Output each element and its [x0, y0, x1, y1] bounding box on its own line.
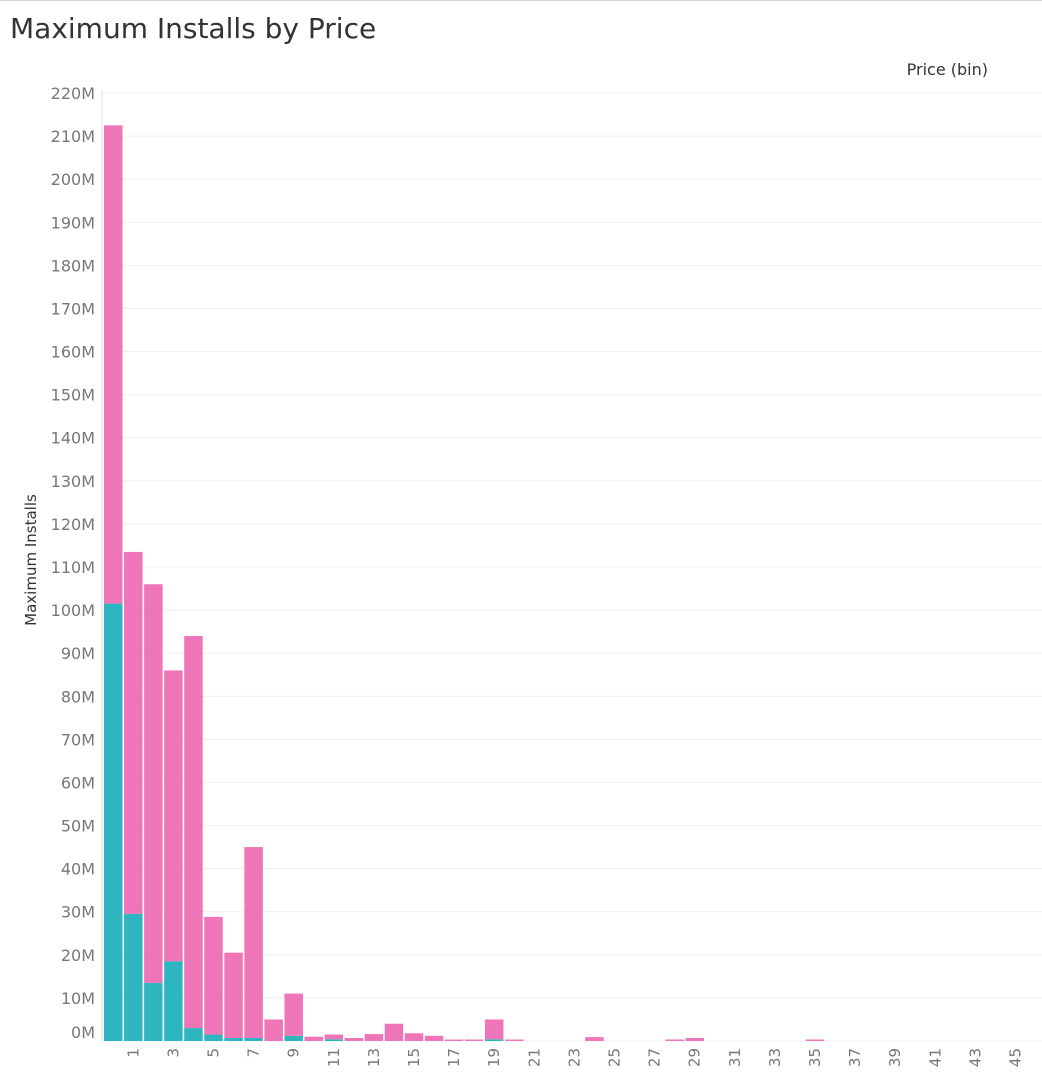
x-tick-label: 23 [565, 1048, 583, 1067]
bar-segment-1-bin-24 [585, 1037, 604, 1041]
y-tick-label: 150M [51, 386, 95, 405]
y-tick-label: 170M [51, 299, 95, 318]
y-tick-label: 20M [61, 946, 95, 965]
y-tick-label: 0M [71, 1023, 95, 1042]
bar-segment-1-bin-35 [805, 1039, 825, 1041]
chart-title: Maximum Installs by Price [10, 12, 377, 45]
bar-segment-0-bin-2 [144, 982, 163, 1041]
bar-segment-1-bin-6 [224, 952, 243, 1038]
y-tick-label: 190M [51, 213, 95, 232]
y-tick-label: 200M [51, 170, 95, 189]
x-tick-label: 41 [926, 1048, 944, 1067]
bar-segment-0-bin-1 [124, 913, 143, 1041]
top-divider [0, 0, 1042, 1]
x-tick-label: 11 [325, 1048, 343, 1067]
x-tick-label: 35 [806, 1048, 824, 1067]
x-tick-label: 31 [726, 1048, 744, 1067]
bar-segment-1-bin-10 [304, 1036, 323, 1041]
y-tick-label: 70M [61, 730, 95, 749]
bar-segment-1-bin-18 [464, 1039, 484, 1041]
bar-segment-0-bin-19 [484, 1039, 504, 1041]
x-tick-label: 21 [525, 1048, 543, 1067]
y-tick-label: 110M [51, 558, 95, 577]
y-tick-label: 220M [51, 84, 95, 103]
bar-segment-1-bin-19 [484, 1019, 504, 1040]
bar-segment-1-bin-5 [204, 916, 223, 1035]
y-tick-label: 100M [51, 601, 95, 620]
bar-segment-0-bin-0 [104, 603, 123, 1041]
x-tick-label: 7 [245, 1048, 263, 1058]
bar-segment-1-bin-28 [665, 1039, 684, 1041]
y-tick-label: 30M [61, 903, 95, 922]
bar-segment-1-bin-14 [384, 1023, 404, 1041]
y-tick-label: 60M [61, 773, 95, 792]
x-tick-label: 13 [365, 1048, 383, 1067]
x-tick-label: 3 [164, 1048, 182, 1058]
x-tick-label: 37 [846, 1048, 864, 1067]
bar-segment-0-bin-4 [184, 1028, 203, 1041]
bar-segment-0-bin-11 [324, 1039, 344, 1041]
y-axis: 0M 10M 20M 30M 40M 50M 60M 70M 80M 90M 100M 110M 120… [51, 84, 103, 1042]
bar-segment-1-bin-4 [184, 635, 203, 1029]
bar-segment-1-bin-15 [404, 1033, 424, 1041]
x-tick-label: 39 [886, 1048, 904, 1067]
bar-segment-1-bin-8 [264, 1019, 283, 1041]
bar-segment-1-bin-12 [344, 1037, 364, 1041]
y-tick-label: 160M [51, 343, 95, 362]
bar-segment-1-bin-9 [284, 993, 303, 1036]
bar-segment-0-bin-7 [244, 1037, 263, 1041]
y-tick-label: 210M [51, 127, 95, 146]
x-tick-label: 43 [966, 1048, 984, 1067]
bar-segment-1-bin-16 [424, 1035, 444, 1041]
y-tick-label: 50M [61, 817, 95, 836]
x-tick-label: 19 [485, 1048, 503, 1067]
bar-segment-0-bin-3 [164, 961, 183, 1041]
bar-segment-1-bin-29 [685, 1037, 704, 1041]
x-tick-label: 25 [606, 1048, 624, 1067]
y-tick-label: 80M [61, 687, 95, 706]
y-tick-label: 90M [61, 644, 95, 663]
x-tick-label: 45 [1007, 1048, 1025, 1067]
bar-segment-1-bin-3 [164, 670, 183, 962]
y-tick-label: 140M [51, 429, 95, 448]
x-tick-label: 29 [686, 1048, 704, 1067]
bar-segment-1-bin-17 [444, 1039, 464, 1041]
x-tick-label: 5 [205, 1048, 223, 1058]
bar-segment-1-bin-0 [104, 125, 123, 604]
bar-segment-1-bin-11 [324, 1034, 344, 1040]
y-tick-label: 10M [61, 989, 95, 1008]
bar-segment-1-bin-13 [364, 1034, 384, 1041]
y-tick-label: 120M [51, 515, 95, 534]
x-tick-label: 9 [285, 1048, 303, 1058]
x-tick-label: 33 [766, 1048, 784, 1067]
bar-segment-0-bin-5 [204, 1034, 223, 1041]
bar-segment-1-bin-20 [505, 1039, 524, 1041]
gridlines [102, 92, 1042, 1042]
x-axis: 1 3 5 7 9 11 13 15 17 19 21 23 25 27 29 31 33 35 37 39 41 43 4… [124, 1048, 1024, 1067]
y-tick-label: 130M [51, 472, 95, 491]
bar-segment-1-bin-7 [244, 847, 263, 1038]
x-tick-label: 1 [124, 1048, 142, 1058]
x-tick-label: 27 [646, 1048, 664, 1067]
bars [104, 125, 825, 1041]
y-tick-label: 40M [61, 860, 95, 879]
bar-segment-0-bin-6 [224, 1037, 243, 1041]
y-tick-label: 180M [51, 256, 95, 275]
column-header-label: Price (bin) [906, 60, 988, 79]
x-tick-label: 15 [405, 1048, 423, 1067]
bar-segment-1-bin-1 [124, 551, 143, 914]
x-tick-label: 17 [445, 1048, 463, 1067]
bar-segment-0-bin-9 [284, 1035, 303, 1041]
bar-segment-1-bin-2 [144, 584, 163, 983]
